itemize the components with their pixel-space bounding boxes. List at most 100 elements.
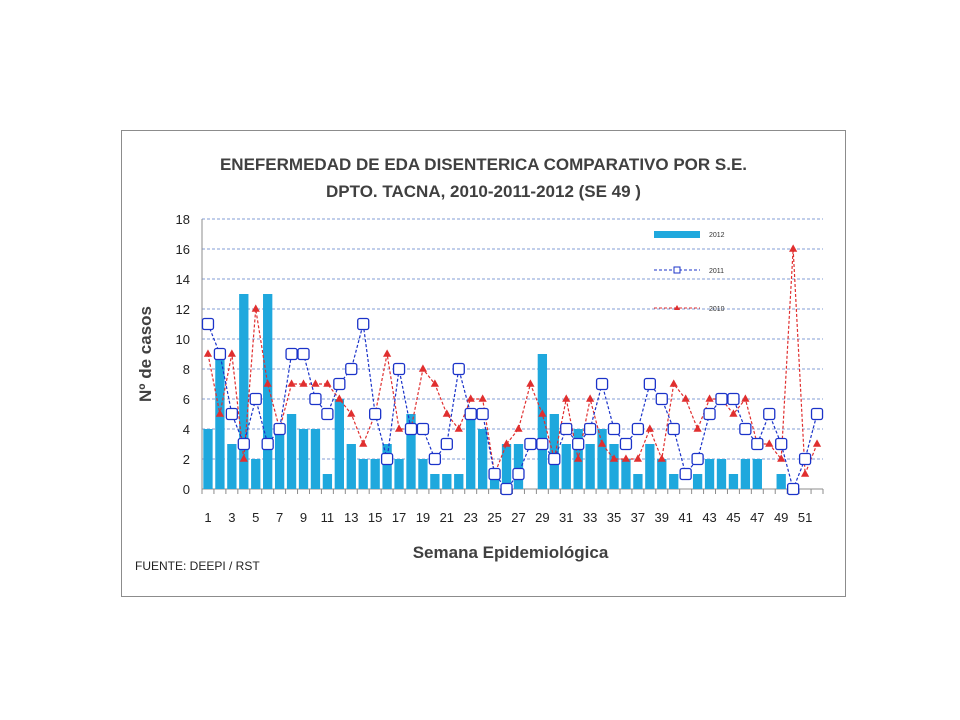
bar-2012 [370,459,380,489]
chart-title-line1: ENEFERMEDAD DE EDA DISENTERICA COMPARATI… [219,155,748,174]
x-tick-label: 9 [300,510,307,525]
point-2011 [763,407,776,421]
y-axis-title: Nº de casos [136,306,155,402]
x-tick-label: 41 [678,510,692,525]
legend-label-2012: 2012 [709,232,725,239]
bar-2012 [669,474,679,489]
point-2011 [321,407,334,421]
point-2011 [392,362,406,376]
point-2010 [729,409,738,417]
x-tick-label: 25 [487,510,501,525]
point-2010 [609,454,619,462]
point-2011 [357,317,370,331]
point-2011 [452,362,465,376]
point-2011 [404,422,418,436]
point-2011 [369,407,382,421]
bar-2012 [286,414,297,489]
bar-2012 [489,474,500,489]
y-tick-label: 0 [183,482,190,497]
point-2010 [323,379,332,387]
point-2011 [237,437,250,451]
point-2010 [681,394,690,402]
x-tick-label: 3 [228,510,235,525]
x-tick-label: 13 [344,510,358,525]
bar-2012 [263,294,273,489]
bar-2012 [549,414,559,489]
point-2011 [679,467,692,481]
point-2010 [215,409,225,417]
point-2011 [488,467,501,481]
point-2011 [309,392,322,406]
point-2010 [454,424,463,432]
point-2011 [297,347,310,361]
bar-2012 [609,444,619,489]
point-2010 [347,409,356,417]
bar-2012 [442,474,452,489]
x-tick-label: 19 [416,510,430,525]
point-2011 [536,437,549,451]
point-2011 [333,377,346,391]
point-2011 [285,347,298,361]
point-2010 [251,304,260,312]
x-tick-label: 11 [321,510,335,525]
bar-2012 [358,459,368,489]
bar-2012 [633,474,643,489]
x-tick-label: 49 [774,510,788,525]
x-tick-label: 1 [204,510,211,525]
point-2011 [595,377,609,391]
point-2011 [798,452,812,466]
point-2011 [500,482,513,496]
point-2011 [464,407,477,421]
y-tick-label: 10 [176,332,190,347]
x-tick-label: 45 [726,510,740,525]
y-tick-label: 16 [176,242,190,257]
bar-2012 [322,474,333,489]
y-tick-label: 14 [176,272,190,287]
series-line-2011 [207,323,818,491]
point-2010 [669,379,678,387]
y-tick-label: 8 [183,362,190,377]
x-tick-label: 35 [607,510,621,525]
bar-2012 [561,444,571,489]
point-2010 [502,439,511,447]
bar-2012 [776,474,786,489]
point-2010 [657,454,666,462]
point-2010 [239,454,248,462]
point-2010 [633,454,643,462]
x-tick-label: 23 [463,510,477,525]
y-tick-label: 2 [183,452,190,467]
bar-2012 [310,429,321,489]
point-2010 [227,349,236,357]
bar-2012 [692,474,703,489]
x-tick-label: 7 [276,510,283,525]
bar-2012 [274,429,285,489]
bar-2012 [477,429,488,489]
point-2011 [631,422,645,436]
point-2010 [442,409,451,417]
point-2010 [741,394,750,402]
bar-2012 [716,459,727,489]
point-2011 [261,437,274,451]
chart-title: ENEFERMEDAD DE EDA DISENTERICA COMPARATI… [122,151,845,205]
y-tick-label: 4 [183,422,190,437]
y-tick-label: 12 [176,302,190,317]
bar-2012 [466,414,476,489]
bar-2012 [704,459,715,489]
point-2011 [667,422,680,436]
point-2011 [524,437,537,451]
bar-2012 [501,444,512,489]
x-tick-label: 37 [631,510,645,525]
point-2011 [345,362,358,376]
point-2010 [621,454,631,462]
bar-2012 [394,459,404,489]
x-tick-label: 39 [655,510,669,525]
point-2010 [693,424,702,432]
point-2011 [715,392,728,406]
legend-label-2011: 2011 [709,268,724,275]
bar-2012 [597,429,607,489]
point-2011 [727,392,740,406]
legend-marker-2010 [674,305,680,310]
legend-label-2010: 2010 [709,306,725,313]
bar-2012 [645,444,655,489]
legend-marker-2011 [673,266,681,274]
